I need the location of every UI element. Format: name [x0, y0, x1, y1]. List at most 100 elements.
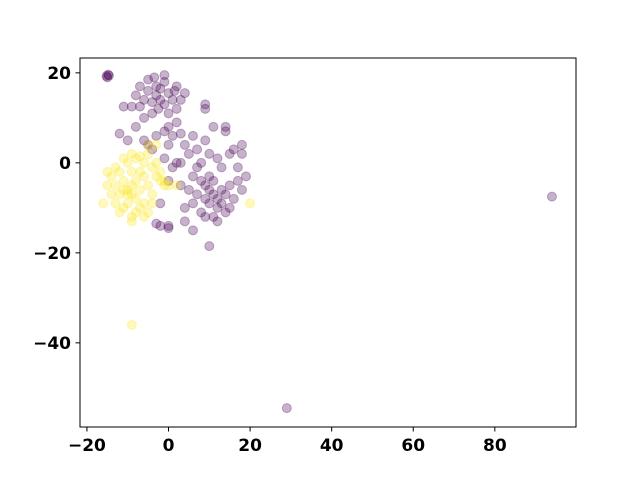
data-point — [187, 225, 198, 236]
data-point — [163, 180, 174, 191]
data-point — [147, 97, 158, 108]
data-point — [147, 108, 158, 119]
data-point — [147, 189, 158, 200]
data-point — [163, 223, 174, 234]
data-point — [179, 216, 190, 227]
data-point — [151, 139, 162, 150]
data-point — [169, 85, 180, 96]
data-point — [167, 162, 178, 173]
data-point — [192, 144, 203, 155]
data-point — [167, 130, 178, 141]
data-point — [139, 157, 150, 168]
data-point — [224, 148, 235, 159]
data-point — [126, 211, 137, 222]
data-point — [200, 135, 211, 146]
data-point — [130, 193, 141, 204]
y-tick-label: 0 — [59, 154, 71, 174]
data-point — [220, 189, 231, 200]
data-point — [126, 216, 137, 227]
data-point — [102, 72, 113, 83]
data-point — [151, 130, 162, 141]
data-point — [103, 70, 114, 81]
data-point — [159, 153, 170, 164]
data-point — [143, 139, 154, 150]
data-point — [139, 211, 150, 222]
data-point — [151, 90, 162, 101]
data-point — [183, 148, 194, 159]
data-point — [167, 94, 178, 105]
data-point — [114, 189, 125, 200]
plot-frame — [79, 57, 577, 428]
data-point — [102, 166, 113, 177]
data-point — [110, 162, 121, 173]
data-point — [216, 184, 227, 195]
data-point — [196, 207, 207, 218]
data-point — [118, 101, 129, 112]
data-point — [151, 157, 162, 168]
data-point — [118, 175, 129, 186]
data-point — [212, 153, 223, 164]
data-point — [163, 108, 174, 119]
data-point — [196, 157, 207, 168]
data-point — [163, 220, 174, 231]
data-point — [134, 81, 145, 92]
data-point — [175, 157, 186, 168]
data-point — [192, 162, 203, 173]
data-point — [179, 139, 190, 150]
data-point — [228, 193, 239, 204]
data-point — [101, 71, 112, 81]
data-point — [143, 85, 154, 96]
data-point — [114, 128, 125, 139]
data-point — [208, 189, 219, 200]
data-point — [155, 175, 166, 186]
data-point — [106, 189, 117, 200]
x-tick-label: −20 — [68, 436, 106, 456]
data-point — [143, 180, 154, 191]
data-point — [171, 103, 182, 114]
data-point — [245, 198, 256, 209]
data-point — [171, 157, 182, 168]
data-point — [179, 88, 190, 99]
data-point — [155, 94, 166, 105]
data-point — [126, 319, 137, 330]
data-point — [208, 211, 219, 222]
data-point — [163, 175, 174, 186]
data-point — [208, 121, 219, 132]
data-point — [122, 135, 133, 146]
data-point — [110, 180, 121, 191]
data-point — [159, 76, 170, 87]
data-point — [103, 69, 114, 80]
data-point — [220, 121, 231, 132]
data-point — [236, 148, 247, 159]
data-point — [220, 207, 231, 218]
data-point — [196, 175, 207, 186]
data-point — [187, 171, 198, 182]
data-point — [204, 184, 215, 195]
data-point — [151, 171, 162, 182]
data-point — [204, 148, 215, 159]
y-tick-label: −40 — [33, 334, 71, 354]
data-point — [171, 180, 182, 191]
y-tick-label: −20 — [33, 244, 71, 264]
data-point — [130, 207, 141, 218]
data-point — [281, 403, 292, 414]
data-point — [134, 202, 145, 213]
data-point — [171, 81, 182, 92]
data-point — [143, 74, 154, 85]
data-point — [159, 126, 170, 137]
data-point — [212, 202, 223, 213]
x-tick-label: 0 — [163, 436, 175, 456]
data-point — [163, 88, 174, 99]
data-point — [212, 193, 223, 204]
data-point — [147, 144, 158, 155]
data-point — [143, 139, 154, 150]
data-point — [155, 220, 166, 231]
data-point — [118, 184, 129, 195]
data-point — [134, 101, 145, 112]
data-point — [224, 202, 235, 213]
data-point — [122, 157, 133, 168]
data-point — [126, 166, 137, 177]
data-point — [200, 103, 211, 114]
